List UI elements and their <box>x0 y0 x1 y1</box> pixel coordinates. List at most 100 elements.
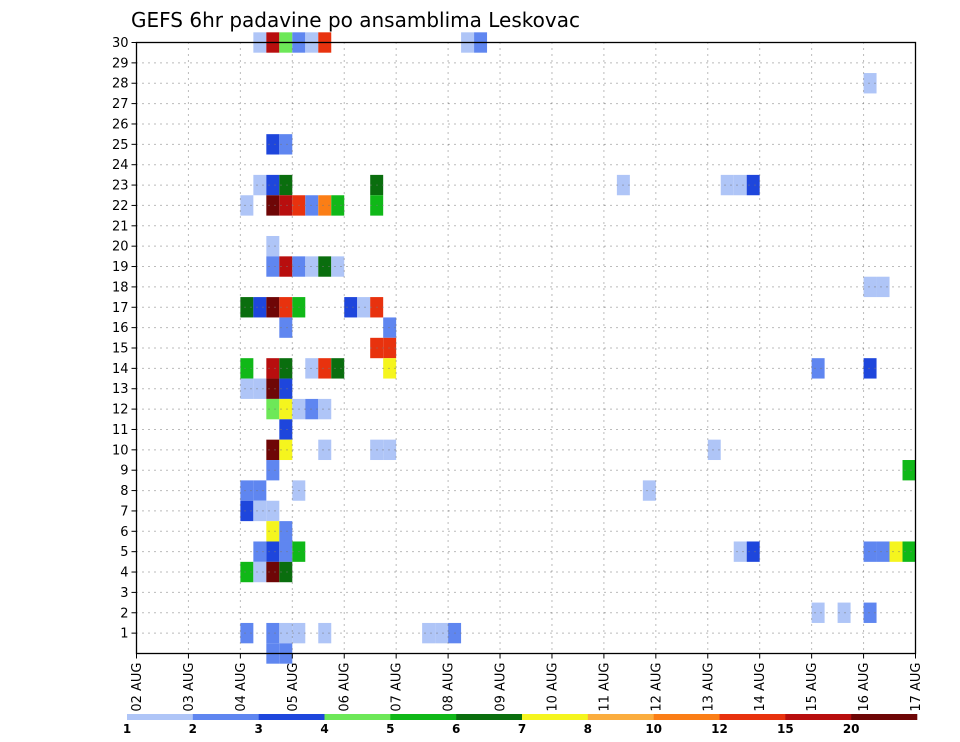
colorbar-label: 3 <box>254 722 262 736</box>
cells-layer <box>240 32 916 664</box>
data-cell <box>240 297 254 318</box>
data-cell <box>240 480 254 501</box>
data-cell <box>733 174 747 196</box>
data-cell <box>863 276 877 298</box>
y-tick-label: 27 <box>112 97 129 112</box>
y-tick-label: 28 <box>112 77 129 92</box>
data-cell <box>837 602 851 623</box>
data-cell <box>707 439 721 461</box>
data-cell <box>863 541 877 562</box>
data-cell <box>253 480 267 501</box>
data-cell <box>253 297 267 318</box>
data-cell <box>305 398 319 420</box>
data-cell <box>253 561 267 583</box>
y-tick-label: 1 <box>120 627 128 642</box>
data-cell <box>266 521 280 542</box>
data-cell <box>279 398 293 420</box>
data-cell <box>383 317 397 338</box>
data-cell <box>279 561 293 583</box>
data-cell <box>279 195 293 216</box>
x-tick-label: 04 AUG <box>234 663 249 712</box>
data-cell <box>331 195 345 216</box>
data-cell <box>642 480 656 501</box>
data-cell <box>279 317 293 338</box>
data-cell <box>266 378 280 399</box>
x-tick-label: 07 AUG <box>390 663 405 712</box>
data-cell <box>266 256 280 277</box>
colorbar-label: 15 <box>777 722 794 736</box>
y-tick-label: 25 <box>112 138 129 153</box>
data-cell <box>902 460 916 481</box>
y-tick-label: 10 <box>112 443 129 458</box>
data-cell <box>266 439 280 461</box>
data-cell <box>266 460 280 481</box>
data-cell <box>240 195 254 216</box>
data-cell <box>240 358 254 379</box>
y-tick-label: 5 <box>120 545 128 560</box>
data-cell <box>240 500 254 522</box>
colorbar-swatch <box>785 714 852 720</box>
y-tick-label: 15 <box>112 342 129 357</box>
y-tick-label: 30 <box>112 36 129 51</box>
data-cell <box>318 622 332 644</box>
colorbar-label: 4 <box>320 722 328 736</box>
y-tick-label: 16 <box>112 321 129 336</box>
x-tick-label: 03 AUG <box>182 663 197 712</box>
colorbar-swatch <box>127 714 194 720</box>
data-cell <box>279 297 293 318</box>
colorbar-swatch <box>324 714 391 720</box>
y-tick-label: 21 <box>112 219 129 234</box>
x-tick-label: 09 AUG <box>494 663 509 712</box>
colorbar-swatch <box>390 714 457 720</box>
data-cell <box>279 174 293 196</box>
data-cell <box>383 439 397 461</box>
data-cell <box>266 297 280 318</box>
data-cell <box>240 378 254 399</box>
data-cell <box>863 73 877 94</box>
colorbar: 1 2 3 4 5 6 7 8 10 12 15 20 <box>123 714 918 736</box>
colorbar-swatch <box>851 714 918 720</box>
colorbar-label: 7 <box>518 722 526 736</box>
data-cell <box>383 358 397 379</box>
data-cell <box>266 541 280 562</box>
data-cell <box>279 134 293 155</box>
y-tick-label: 26 <box>112 117 129 132</box>
colorbar-swatch <box>719 714 786 720</box>
x-tick-label: 13 AUG <box>701 663 716 712</box>
y-tick-label: 23 <box>112 179 129 194</box>
colorbar-label: 6 <box>452 722 460 736</box>
y-tick-label: 14 <box>112 362 129 377</box>
colorbar-swatch <box>192 714 259 720</box>
data-cell <box>240 622 254 644</box>
data-cell <box>305 195 319 216</box>
y-tick-label: 8 <box>120 484 128 499</box>
colorbar-swatch <box>587 714 654 720</box>
colorbar-swatch <box>456 714 523 720</box>
data-cell <box>279 256 293 277</box>
colorbar-label: 5 <box>386 722 394 736</box>
data-cell <box>305 256 319 277</box>
data-cell <box>253 378 267 399</box>
data-cell <box>863 358 877 379</box>
x-axis: 02 AUG 03 AUG 04 AUG 05 AUG 06 AUG 07 AUG 08 A… <box>130 653 924 712</box>
y-tick-label: 3 <box>120 586 128 601</box>
data-cell <box>876 541 890 562</box>
x-tick-label: 08 AUG <box>442 663 457 712</box>
data-cell <box>240 561 254 583</box>
data-cell <box>266 561 280 583</box>
colorbar-swatch <box>522 714 589 720</box>
y-tick-label: 9 <box>120 464 128 479</box>
data-cell <box>318 195 332 216</box>
data-cell <box>266 500 280 522</box>
x-tick-label: 02 AUG <box>130 663 145 712</box>
data-cell <box>305 358 319 379</box>
colorbar-label: 10 <box>645 722 662 736</box>
data-cell <box>266 358 280 379</box>
data-cell <box>318 256 332 277</box>
x-tick-label: 15 AUG <box>805 663 820 712</box>
data-cell <box>876 276 890 298</box>
y-axis: 1234567891011121314151617181920212223242… <box>112 36 137 642</box>
data-cell <box>279 358 293 379</box>
y-tick-label: 11 <box>112 423 129 438</box>
